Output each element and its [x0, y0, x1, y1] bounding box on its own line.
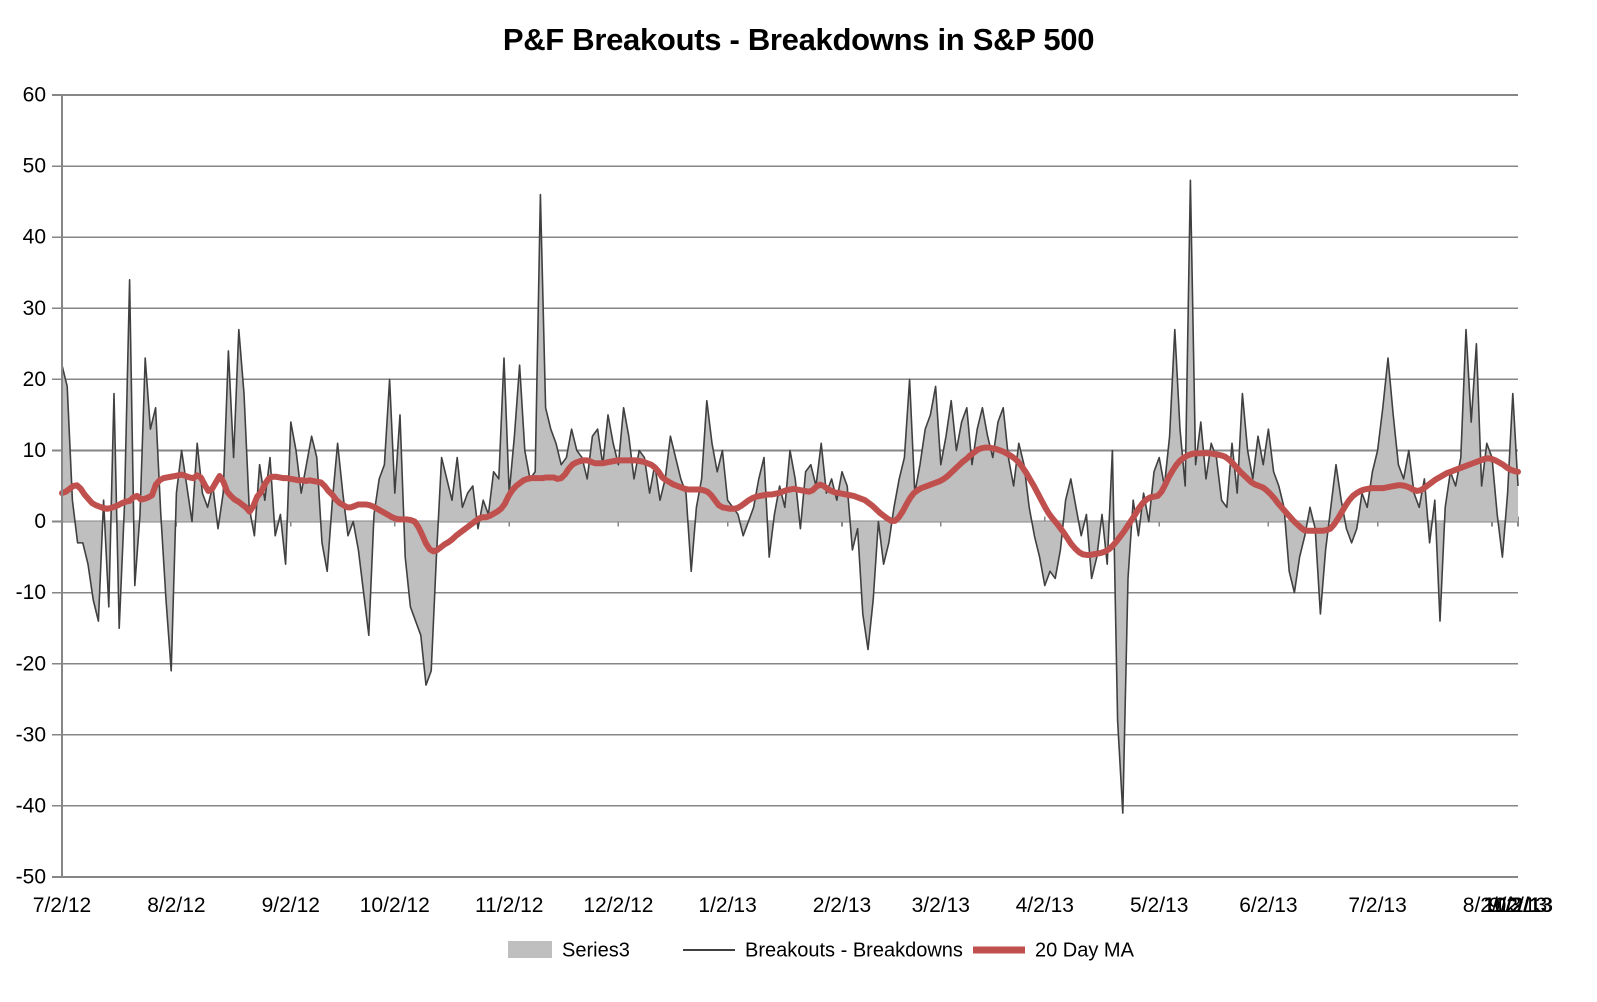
- x-axis-tick-label: 3/2/13: [912, 894, 970, 917]
- y-axis-tick-label: -20: [16, 652, 46, 675]
- x-axis-tick-label: 2/2/13: [813, 894, 871, 917]
- series-20-day-ma-line: [59, 444, 1521, 558]
- y-tick-marks: [52, 94, 62, 878]
- y-axis-labels: 60 50 40 30 20 10 0 -10 -20 -30 -40 -50: [16, 84, 46, 889]
- x-axis-tick-label: 4/2/13: [1016, 894, 1074, 917]
- y-axis-tick-label: -30: [16, 723, 46, 746]
- y-axis-tick-label: 50: [23, 155, 46, 178]
- x-axis-tick-label: 11/2/12: [475, 894, 544, 917]
- legend-item[interactable]: Series3: [508, 939, 630, 961]
- y-axis-tick-label: 20: [23, 368, 46, 391]
- x-axis-tick-label: 11/2/13: [1484, 894, 1553, 917]
- x-axis-labels: 7/2/12 8/2/12 9/2/12 10/2/12 11/2/12 12/2/12 1…: [33, 894, 1553, 917]
- x-axis-tick-label: 6/2/13: [1239, 894, 1297, 917]
- x-axis-tick-label: 12/2/12: [583, 894, 653, 917]
- legend-item-label: 20 Day MA: [1035, 939, 1135, 961]
- axes-group: [60, 95, 1518, 879]
- y-axis-tick-label: -50: [16, 866, 46, 889]
- y-axis-tick-label: -10: [16, 581, 46, 604]
- legend-item-label: Breakouts - Breakdowns: [745, 939, 963, 961]
- series-breakouts-breakdowns-line: [61, 179, 1519, 814]
- series-series3-area: [62, 180, 1518, 814]
- x-axis-tick-label: 8/2/12: [147, 894, 205, 917]
- x-axis-tick-label: 1/2/13: [698, 894, 756, 917]
- y-axis-tick-label: -40: [16, 794, 46, 817]
- x-axis-tick-label: 8/2/13: [1463, 894, 1521, 917]
- x-axis-tick-label: 9/2/12: [262, 894, 320, 917]
- y-axis-tick-label: 10: [23, 439, 46, 462]
- gridlines-group: [62, 94, 1518, 878]
- legend-item[interactable]: 20 Day MA: [973, 939, 1135, 961]
- x-axis-tick-label: 10/2/12: [360, 894, 430, 917]
- y-axis-tick-label: 30: [23, 297, 46, 320]
- y-axis-tick-label: 60: [23, 84, 46, 107]
- y-axis-tick-label: 40: [23, 226, 46, 249]
- legend-item-label: Series3: [562, 939, 630, 961]
- x-axis-tick-label: 10/2/13: [1483, 894, 1553, 917]
- x-axis-tick-label: 5/2/13: [1130, 894, 1188, 917]
- x-axis-tick-label: 9/2/13: [1489, 894, 1547, 917]
- y-axis-tick-label: 0: [34, 510, 46, 533]
- chart-legend: Series3 Breakouts - Breakdowns 20 Day MA: [508, 939, 1135, 961]
- chart-title: P&F Breakouts - Breakdowns in S&P 500: [502, 22, 1095, 57]
- legend-item[interactable]: Breakouts - Breakdowns: [683, 939, 963, 961]
- legend-swatch-icon: [508, 941, 552, 958]
- x-axis-tick-label: 7/2/12: [33, 894, 91, 917]
- x-axis-tick-label: 7/2/13: [1348, 894, 1406, 917]
